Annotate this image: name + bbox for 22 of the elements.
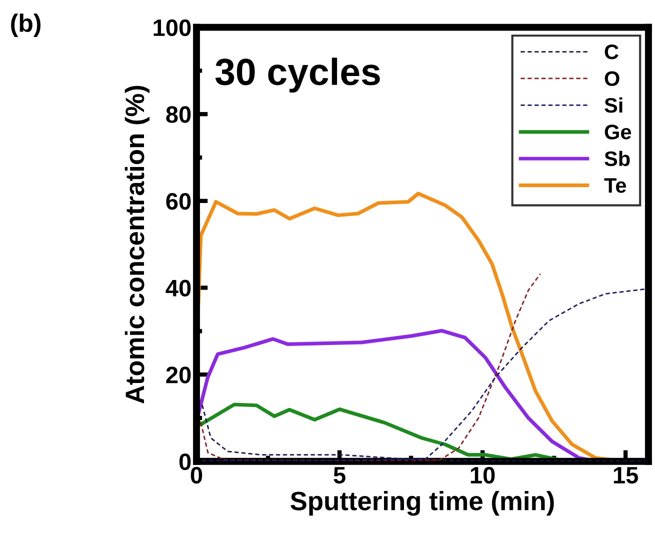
y-tick-label: 100 [154, 19, 191, 36]
legend-label: Te [604, 178, 626, 193]
legend-label: Si [604, 97, 622, 113]
y-tick-label: 80 [166, 106, 191, 123]
x-tick-label: 0 [190, 466, 202, 484]
legend-label: C [604, 44, 618, 60]
line-series [202, 288, 646, 462]
x-axis-title: Sputtering time (min) [290, 491, 554, 516]
x-tick-label: 5 [334, 467, 346, 484]
y-tick-label: 40 [166, 280, 191, 297]
text: (b) [11, 14, 41, 37]
legend-label: O [604, 71, 620, 86]
x-tick-label: 15 [614, 467, 638, 484]
y-tick-label: 0 [179, 453, 191, 470]
y-axis-title: Atomic concentration (%) [124, 86, 150, 404]
y-tick-label: 60 [166, 192, 191, 210]
annotation: 30 cycles [215, 58, 380, 93]
legend-label: Ge [604, 124, 632, 140]
x-tick-label: 10 [470, 466, 495, 484]
legend-label: Sb [604, 150, 630, 166]
y-tick-label: 20 [166, 366, 191, 384]
line-series [200, 273, 542, 462]
